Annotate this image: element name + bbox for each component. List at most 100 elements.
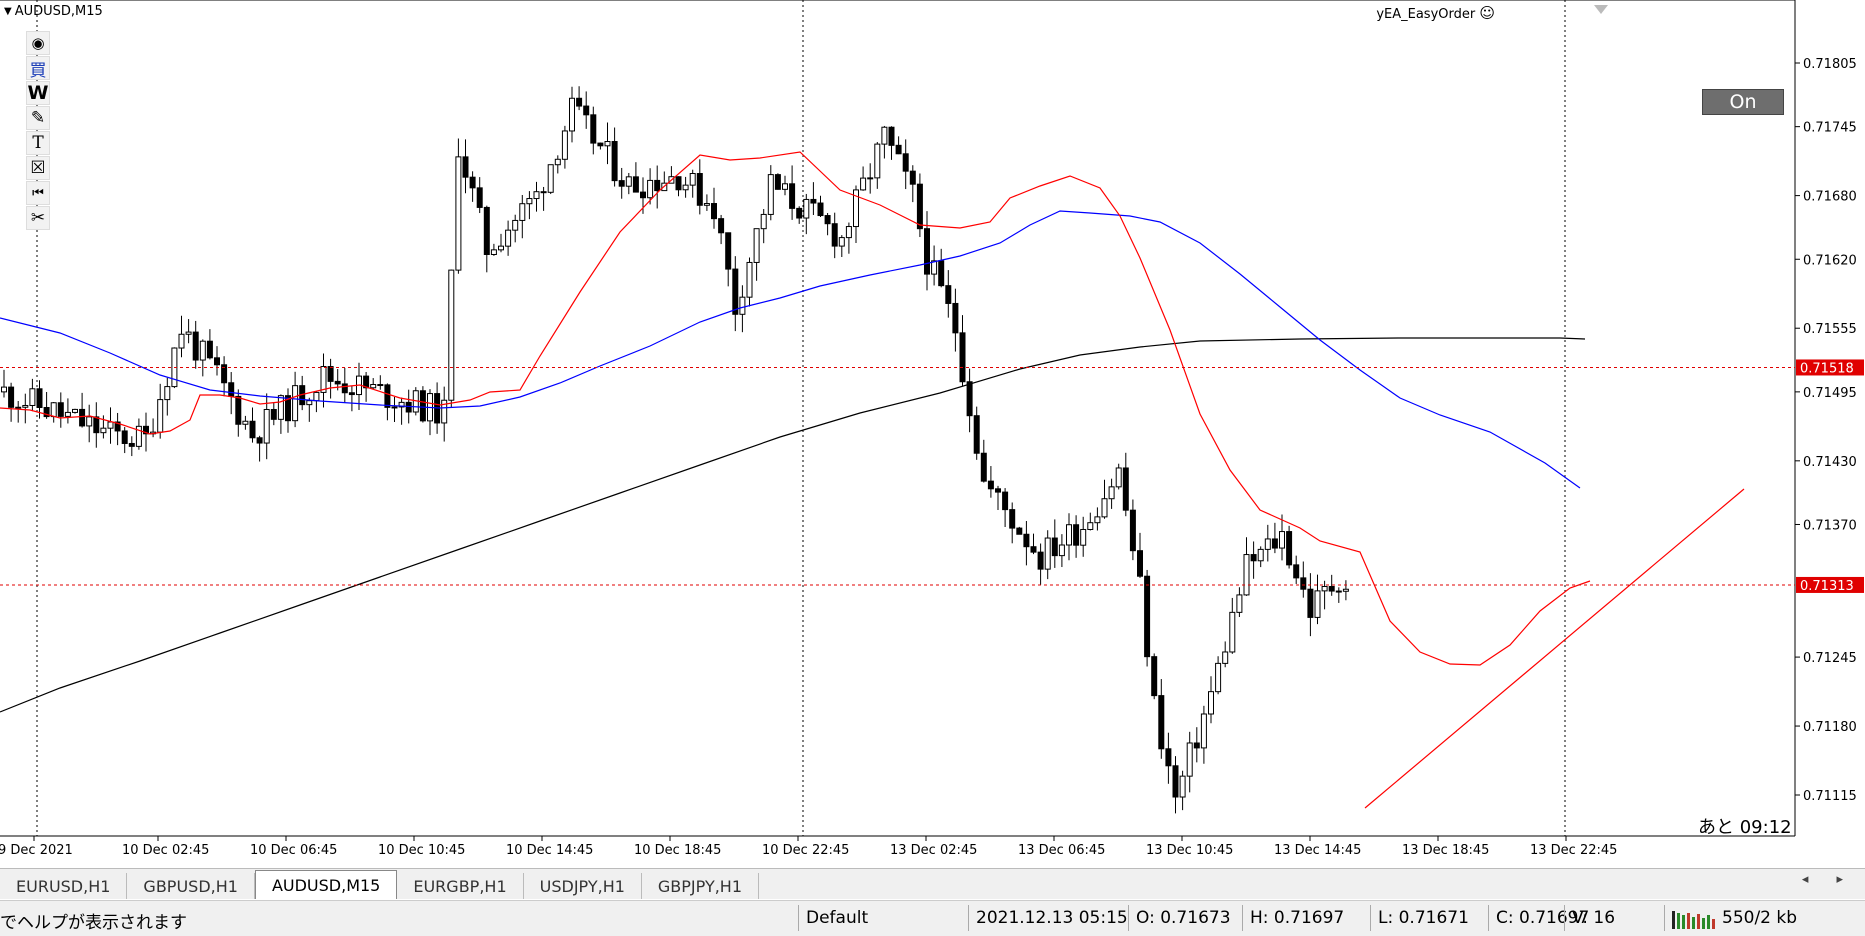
- price-tick-label: 0.71620: [1803, 253, 1857, 268]
- tab-audusd-m15[interactable]: AUDUSD,M15: [254, 870, 398, 899]
- status-divider: [1488, 905, 1489, 931]
- candle-body: [931, 260, 938, 275]
- candle-body: [256, 437, 263, 444]
- time-tick-label: 10 Dec 18:45: [634, 843, 721, 858]
- candle-body: [8, 386, 15, 408]
- status-divider: [968, 905, 969, 931]
- tab-scroll-arrows[interactable]: ◂ ▸: [1801, 872, 1855, 887]
- candle-body: [1271, 538, 1278, 549]
- candle-body: [853, 189, 859, 228]
- candle-body: [1342, 588, 1349, 592]
- candle-body: [15, 406, 22, 409]
- status-divider: [1370, 905, 1371, 931]
- candle-body: [782, 183, 788, 190]
- candle-body: [384, 384, 391, 408]
- w-icon[interactable]: W: [26, 81, 50, 105]
- candle-body: [313, 391, 320, 402]
- candle-body: [1314, 590, 1321, 618]
- candle-body: [107, 421, 114, 429]
- ma-200-line: [0, 337, 1586, 713]
- ma-50-line: [0, 210, 1581, 489]
- candle-body: [79, 408, 86, 427]
- candle-body: [874, 143, 881, 179]
- candle-body: [199, 340, 206, 361]
- status-help: でヘルプが表示されます: [0, 913, 187, 933]
- candle-body: [583, 105, 590, 116]
- price-chart[interactable]: 0.71805 0.71745 0.71680 0.71620 0.71555 0.714…: [0, 0, 1865, 866]
- status-divider: [1128, 905, 1129, 931]
- tab-gbpusd-h1[interactable]: GBPUSD,H1: [127, 873, 255, 899]
- ea-on-button[interactable]: On: [1702, 89, 1784, 115]
- status-volume: V: 16: [1572, 908, 1616, 928]
- candle-body: [845, 226, 852, 239]
- buy-icon[interactable]: 買: [26, 56, 50, 81]
- candle-body: [1229, 611, 1236, 653]
- chart-area[interactable]: 0.71805 0.71745 0.71680 0.71620 0.71555 0.714…: [0, 0, 1865, 866]
- candle-body: [1122, 467, 1129, 511]
- candle-body: [789, 183, 796, 209]
- status-high: H: 0.71697: [1250, 908, 1345, 928]
- candle-body: [1172, 765, 1179, 798]
- rewind-icon[interactable]: ⏮: [26, 181, 50, 205]
- candle-body: [980, 452, 987, 482]
- scissors-icon[interactable]: ✂: [26, 206, 50, 230]
- candle-body: [469, 176, 476, 189]
- connection-bars-icon: [1672, 911, 1715, 929]
- price-tick-label: 0.71555: [1803, 322, 1857, 337]
- candle-body: [1002, 491, 1009, 511]
- price-tick-label: 0.71805: [1803, 57, 1857, 72]
- candle-body: [1129, 509, 1136, 552]
- candle-body: [916, 183, 923, 230]
- candle-body: [327, 366, 334, 382]
- time-tick-label: 13 Dec 06:45: [1018, 843, 1105, 858]
- candle-body: [1030, 546, 1037, 553]
- candle-body: [640, 191, 646, 199]
- candle-body: [185, 331, 192, 335]
- candle-body: [1179, 775, 1186, 798]
- candle-body: [1087, 522, 1094, 530]
- candle-body: [1094, 516, 1101, 524]
- tab-usdjpy-h1[interactable]: USDJPY,H1: [524, 873, 642, 899]
- tab-eurgbp-h1[interactable]: EURGBP,H1: [397, 873, 524, 899]
- chart-shift-marker[interactable]: [1594, 5, 1608, 14]
- candle-body: [306, 400, 313, 406]
- candle-body: [1080, 528, 1087, 546]
- candle-body: [810, 198, 817, 204]
- candle-body: [128, 442, 135, 447]
- candle-body: [1165, 748, 1172, 767]
- expert-advisor-label: yEA_EasyOrder ☺: [1376, 4, 1495, 22]
- candle-body: [292, 385, 299, 422]
- candle-body: [576, 97, 583, 107]
- trend-line[interactable]: [1364, 488, 1745, 809]
- candle-body: [57, 402, 64, 417]
- tab-eurusd-h1[interactable]: EURUSD,H1: [0, 873, 128, 899]
- time-tick-label: 13 Dec 18:45: [1402, 843, 1489, 858]
- collapse-triangle-icon[interactable]: ▼: [4, 6, 12, 17]
- eye-icon[interactable]: ◉: [26, 31, 50, 55]
- candle-body: [157, 399, 164, 433]
- status-divider: [1564, 905, 1565, 931]
- candle-body: [448, 269, 455, 401]
- box-icon[interactable]: ☒: [26, 156, 50, 180]
- drawing-toolbar: ◉ 買 W ✎ T ☒ ⏮ ✂: [26, 31, 50, 231]
- candle-body: [100, 427, 107, 434]
- chart-tabs: EURUSD,H1 GBPUSD,H1 AUDUSD,M15 EURGBP,H1…: [0, 868, 1865, 899]
- price-tick-label: 0.71430: [1803, 455, 1857, 470]
- pencil-icon[interactable]: ✎: [26, 106, 50, 130]
- chart-symbol-title: ▼ AUDUSD,M15: [4, 4, 103, 19]
- candle-body: [377, 384, 384, 387]
- candle-body: [320, 366, 327, 393]
- candle-body: [391, 406, 398, 409]
- bar-timer: あと 09:12: [1698, 817, 1792, 838]
- candle-body: [1073, 524, 1080, 546]
- candle-body: [838, 237, 845, 247]
- candle-body: [36, 388, 43, 409]
- price-tick-label: 0.71680: [1803, 190, 1857, 205]
- tab-gbpjpy-h1[interactable]: GBPJPY,H1: [642, 873, 760, 899]
- text-icon[interactable]: T: [26, 131, 50, 155]
- candle-body: [192, 331, 199, 361]
- time-tick-label: 13 Dec 02:45: [890, 843, 977, 858]
- candle-body: [746, 261, 753, 298]
- candle-body: [263, 408, 270, 444]
- candle-body: [114, 421, 121, 432]
